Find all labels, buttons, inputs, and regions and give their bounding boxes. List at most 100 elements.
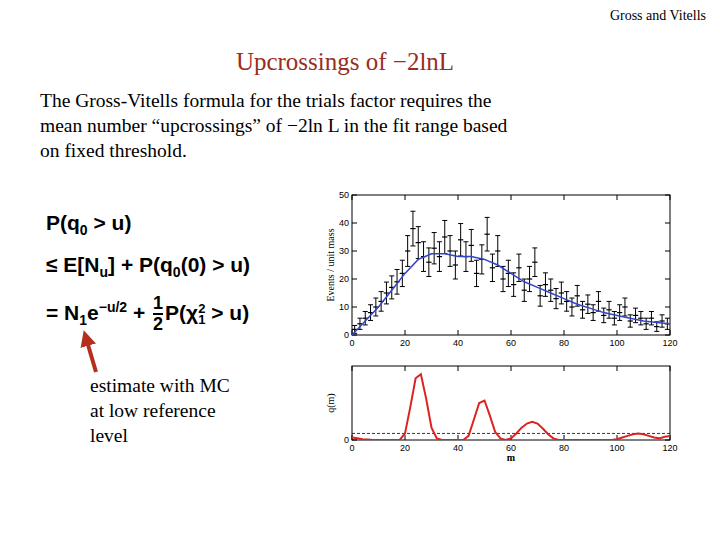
y-tick	[352, 279, 357, 280]
error-cap	[373, 298, 378, 299]
denominator: 2	[153, 315, 163, 334]
data-point	[548, 290, 553, 291]
error-cap	[352, 325, 357, 326]
subscript: 1	[198, 314, 205, 325]
error-cap	[479, 244, 484, 245]
x-tick-top	[670, 366, 671, 371]
data-point	[410, 228, 415, 229]
error-cap	[501, 291, 506, 292]
error-cap	[607, 301, 612, 302]
data-line	[352, 254, 670, 335]
y-axis-label: q(m)	[325, 393, 337, 412]
error-cap	[400, 260, 405, 261]
data-point	[495, 250, 500, 251]
plot-frame	[352, 195, 670, 335]
x-tick	[617, 330, 618, 335]
formula-text: = N	[46, 301, 79, 324]
y-tick-right	[665, 440, 670, 441]
data-point	[628, 320, 633, 321]
data-point	[447, 250, 452, 251]
x-tick	[670, 330, 671, 335]
y-tick	[352, 307, 357, 308]
error-cap	[516, 281, 521, 282]
chart: 02040608010012001020304050Events / unit …	[325, 190, 678, 348]
error-cap	[463, 271, 468, 272]
error-cap	[649, 311, 654, 312]
error-cap	[575, 285, 580, 286]
y-tick-right	[665, 223, 670, 224]
data-point	[606, 309, 611, 310]
error-cap	[569, 298, 574, 299]
error-cap	[463, 241, 468, 242]
formula-text: (0) > u)	[181, 253, 250, 276]
data-point	[442, 236, 447, 237]
title: Upcrossings of −2lnL	[236, 48, 454, 75]
error-cap	[437, 241, 442, 242]
subscript: 0	[80, 222, 88, 238]
data-point	[532, 262, 537, 263]
error-cap	[469, 261, 474, 262]
error-cap	[628, 314, 633, 315]
error-cap	[453, 251, 458, 252]
data-point	[453, 264, 458, 265]
error-cap	[527, 291, 532, 292]
data-point	[405, 250, 410, 251]
error-cap	[585, 313, 590, 314]
error-cap	[442, 220, 447, 221]
error-cap	[448, 235, 453, 236]
formula-text: e	[87, 301, 99, 324]
error-cap	[522, 279, 527, 280]
x-tick-label: 20	[400, 338, 410, 348]
error-cap	[569, 315, 574, 316]
subscript: 0	[173, 264, 181, 280]
body-line: on fixed threshold.	[40, 140, 187, 161]
x-tick-top	[511, 195, 512, 200]
data-point	[644, 323, 649, 324]
x-tick-top	[617, 366, 618, 371]
data-point	[458, 239, 463, 240]
error-cap	[622, 298, 627, 299]
error-cap	[654, 331, 659, 332]
error-cap	[400, 286, 405, 287]
error-cap	[474, 286, 479, 287]
data-point	[580, 309, 585, 310]
data-point	[522, 290, 527, 291]
y-tick	[352, 223, 357, 224]
y-tick-label: 30	[339, 246, 349, 256]
plot-data	[352, 374, 670, 440]
arrow	[86, 338, 96, 372]
error-cap	[559, 303, 564, 304]
y-tick-right	[665, 335, 670, 336]
error-cap	[421, 271, 426, 272]
error-cap	[617, 304, 622, 305]
x-tick-top	[458, 195, 459, 200]
error-cap	[432, 263, 437, 264]
error-cap	[469, 229, 474, 230]
formula-line: P(q0 > u)	[46, 209, 131, 244]
data-point	[485, 234, 490, 235]
body-line: The Gross-Vitells formula for the trials…	[40, 90, 492, 111]
data-point	[527, 278, 532, 279]
error-cap	[538, 306, 543, 307]
data-point	[654, 326, 659, 327]
error-cap	[532, 247, 537, 248]
plot-frame	[352, 366, 670, 440]
y-tick	[352, 195, 357, 196]
data-point	[612, 318, 617, 319]
formula-text: +	[127, 301, 151, 324]
x-tick-top	[352, 366, 353, 371]
error-cap	[665, 318, 670, 319]
data-point	[553, 298, 558, 299]
x-axis-label: m	[507, 452, 516, 463]
data-point	[474, 273, 479, 274]
y-tick-label: 0	[344, 435, 349, 445]
error-cap	[638, 324, 643, 325]
error-cap	[368, 320, 373, 321]
x-tick-top	[511, 366, 512, 371]
error-cap	[410, 211, 415, 212]
superscript: 2	[198, 303, 205, 314]
x-tick	[511, 330, 512, 335]
error-cap	[596, 291, 601, 292]
error-cap	[379, 291, 384, 292]
x-tick-top	[670, 195, 671, 200]
